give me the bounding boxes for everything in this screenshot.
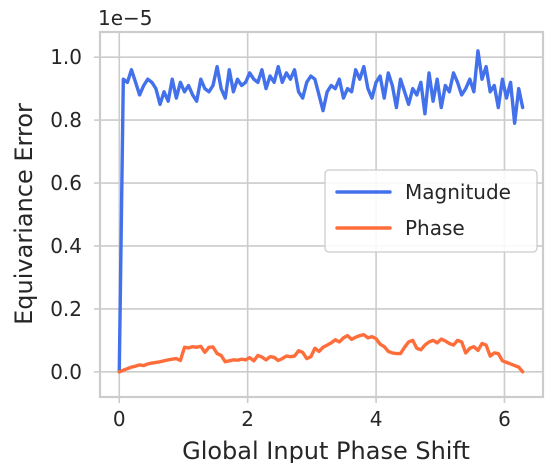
series-line-magnitude — [117, 49, 525, 374]
x-tick-label: 2 — [241, 407, 254, 431]
y-tick-label: 1.0 — [50, 45, 82, 69]
legend: Magnitude Phase — [324, 169, 538, 253]
x-tick-label: 0 — [113, 407, 126, 431]
y-offset-label: 1e−5 — [98, 6, 153, 30]
y-tick-label: 0.4 — [50, 234, 82, 258]
y-axis-title: Equivariance Error — [10, 103, 38, 325]
series-lines — [117, 49, 525, 374]
y-tick-label: 0.6 — [50, 171, 82, 195]
plot-frame — [98, 30, 545, 399]
legend-label-magnitude: Magnitude — [405, 180, 511, 204]
y-tick-label: 0.2 — [50, 297, 82, 321]
grid — [100, 32, 543, 397]
axis-ticks: 0 2 4 6 0.0 0.2 0.4 0.6 0.8 1.0 — [50, 45, 511, 431]
x-axis-title: Global Input Phase Shift — [182, 437, 470, 463]
legend-label-phase: Phase — [405, 216, 465, 240]
series-line-phase — [117, 333, 525, 374]
y-tick-label: 0.8 — [50, 108, 82, 132]
x-tick-label: 6 — [498, 407, 511, 431]
y-tick-label: 0.0 — [50, 360, 82, 384]
x-tick-label: 4 — [370, 407, 383, 431]
